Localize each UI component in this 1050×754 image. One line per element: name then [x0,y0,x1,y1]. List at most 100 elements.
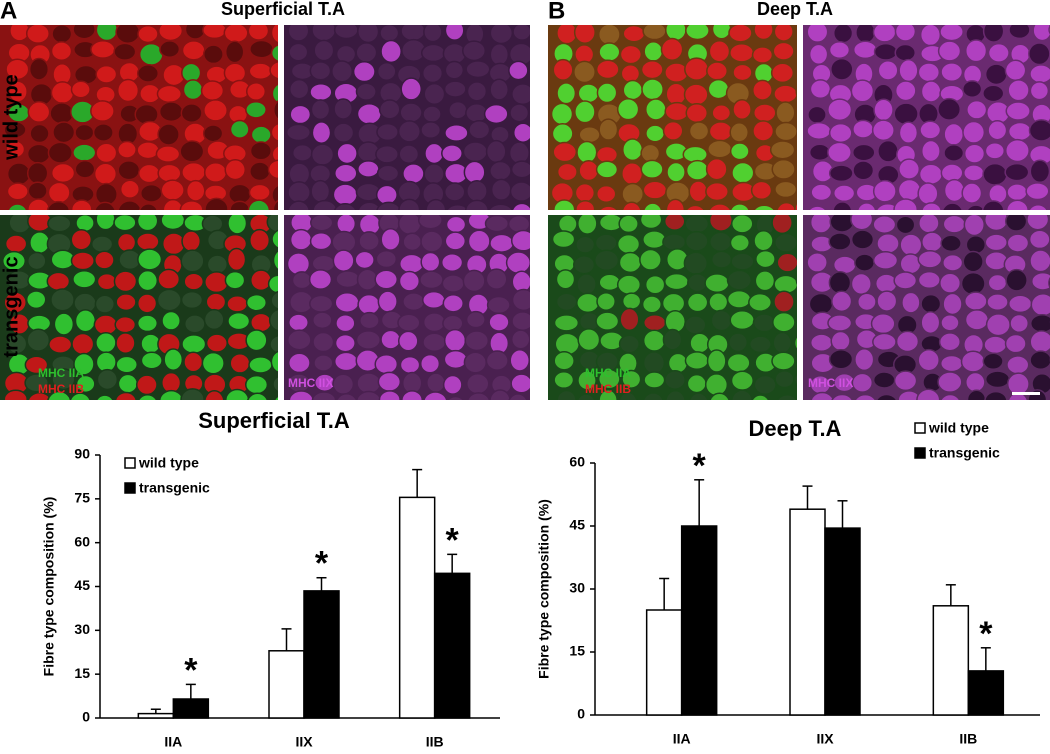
fibre [72,269,97,289]
fibre [446,203,469,210]
fibre [810,183,833,202]
fibre [398,144,420,164]
fibre [247,25,270,41]
fibre [310,215,334,232]
fibre [465,310,486,329]
y-tick-label: 60 [569,454,585,470]
fibre [50,162,76,184]
fibre [135,232,160,252]
fibre [224,270,246,290]
scale-bar [1012,392,1040,395]
fibre [622,138,644,162]
fibre [310,179,331,203]
fibre [489,78,509,101]
fibre [288,78,310,100]
fibre [420,230,444,253]
fibre [443,80,467,98]
fibre [598,42,621,62]
fibre [642,329,666,352]
bar [398,496,436,719]
fibre [730,370,754,391]
stain-label: MHC IIA [585,366,631,380]
fibre [246,392,269,400]
fibre [688,392,709,400]
fibre [943,178,966,203]
fibre [397,330,419,352]
fibre [919,25,942,47]
fibre [47,141,73,164]
fibre [795,50,797,59]
fibre [157,163,182,183]
fibre [313,39,335,62]
fibre [158,101,184,123]
micrograph [0,215,278,400]
fibre [50,81,75,105]
fibre [245,293,268,312]
fibre [510,160,530,179]
fibre [872,215,897,234]
fibre [982,25,1005,43]
y-tick-label: 30 [74,621,90,637]
fibre [684,215,710,234]
fibre [202,44,224,65]
fibre [203,308,225,331]
stain-label: MHC IIB [38,382,84,396]
fibre [204,271,230,294]
fibre [851,143,876,162]
fibre [375,144,399,164]
fibre [185,179,206,202]
fibre [375,249,398,269]
fibre [808,143,831,162]
fibre [6,182,29,201]
fibre [467,229,491,253]
fibre [939,25,964,42]
bar [303,590,340,719]
fibre [619,44,643,65]
fibre [639,215,663,230]
chart-title: Deep T.A [749,416,842,441]
fibre [877,60,899,81]
y-axis-label: Fibre type composition (%) [41,497,57,677]
fibre [205,292,227,312]
fibre [357,160,380,178]
y-tick-label: 90 [74,446,90,462]
fibre [312,331,335,353]
fibre [309,232,333,251]
fibre [245,100,267,119]
fibre [116,78,140,103]
fibre [642,25,667,41]
fibre [288,42,309,62]
fibre [466,81,488,102]
fibre [5,58,30,81]
fibre [29,123,50,144]
fibre [488,312,510,332]
fibre [72,143,97,162]
fibre [271,83,278,104]
fibre [400,25,426,42]
fibre [332,183,358,206]
fibre [774,232,797,253]
fibre [248,183,271,202]
fibre [117,373,139,394]
fibre [917,249,943,269]
fibre [772,311,796,333]
fibre [485,139,507,164]
fibre [135,374,158,396]
fibre [511,288,530,312]
fibre [136,314,159,333]
fibre [748,292,773,312]
fibre [444,123,469,142]
fibre [378,99,401,120]
y-tick-label: 45 [569,517,585,533]
fibre [809,215,833,234]
fibre [399,355,421,375]
fibre [46,200,71,210]
fibre [226,295,249,313]
fibre [939,272,962,294]
fibre [47,390,72,400]
fibre [940,163,964,183]
fibre [829,215,855,233]
fibre [117,200,142,210]
fibre [620,63,641,84]
fibre [852,119,875,139]
